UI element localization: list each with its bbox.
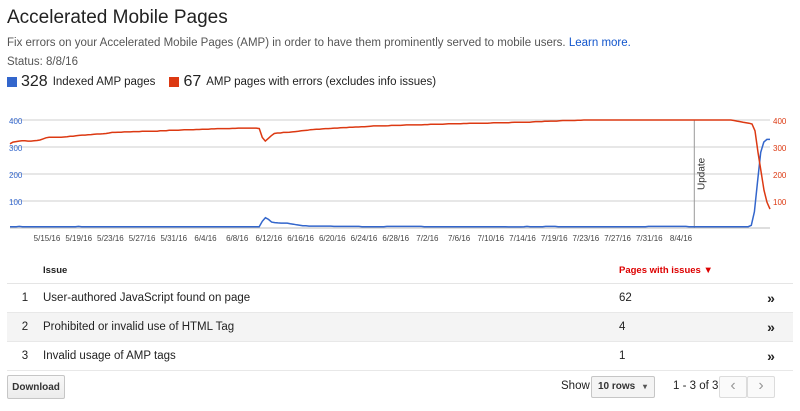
x-tick-label: 6/24/16 xyxy=(351,234,378,243)
x-tick-label: 7/23/16 xyxy=(573,234,600,243)
x-tick-label: 5/15/16 xyxy=(34,234,61,243)
row-issue[interactable]: User-authored JavaScript found on page xyxy=(43,283,619,313)
page-title: Accelerated Mobile Pages xyxy=(7,7,228,28)
y-tick-left: 400 xyxy=(9,117,23,126)
chart-legend: 328 Indexed AMP pages 67 AMP pages with … xyxy=(7,72,450,92)
x-tick-label: 7/6/16 xyxy=(448,234,471,243)
row-index: 2 xyxy=(7,312,43,342)
row-count: 62 xyxy=(619,283,749,313)
x-tick-label: 7/14/16 xyxy=(509,234,536,243)
x-tick-label: 5/23/16 xyxy=(97,234,124,243)
y-tick-right: 300 xyxy=(773,144,787,153)
learn-more-link[interactable]: Learn more. xyxy=(568,37,631,49)
chevron-left-icon[interactable]: ‹ xyxy=(719,376,747,398)
x-tick-label: 7/19/16 xyxy=(541,234,568,243)
x-tick-label: 7/31/16 xyxy=(636,234,663,243)
legend-errors[interactable]: 67 AMP pages with errors (excludes info … xyxy=(169,73,436,91)
x-tick-label: 6/16/16 xyxy=(287,234,314,243)
y-tick-right: 200 xyxy=(773,171,787,180)
download-button[interactable]: Download xyxy=(7,375,65,399)
x-tick-label: 6/20/16 xyxy=(319,234,346,243)
series-line xyxy=(9,119,771,210)
x-tick-label: 5/31/16 xyxy=(160,234,187,243)
rows-select-value: 10 rows xyxy=(598,381,636,392)
header-issue[interactable]: Issue xyxy=(43,258,619,284)
indexed-label: Indexed AMP pages xyxy=(52,76,156,88)
x-tick-label: 6/12/16 xyxy=(256,234,283,243)
y-tick-left: 300 xyxy=(9,144,23,153)
header-action xyxy=(749,258,793,284)
y-tick-left: 200 xyxy=(9,171,23,180)
header-pages[interactable]: Pages with issues ▼ xyxy=(619,258,749,284)
table-row[interactable]: 1 User-authored JavaScript found on page… xyxy=(7,283,793,313)
pagination-info: 1 - 3 of 3 xyxy=(673,380,719,392)
row-count: 1 xyxy=(619,341,749,371)
row-index: 3 xyxy=(7,341,43,371)
y-tick-right: 400 xyxy=(773,117,787,126)
errors-label: AMP pages with errors (excludes info iss… xyxy=(206,76,437,88)
page-description: Fix errors on your Accelerated Mobile Pa… xyxy=(7,37,631,49)
table-header-row: Issue Pages with issues ▼ xyxy=(7,258,793,284)
caret-down-icon: ▾ xyxy=(642,382,647,391)
chevron-right-icon[interactable]: › xyxy=(747,376,775,398)
series-line xyxy=(10,138,770,228)
indexed-count: 328 xyxy=(21,73,48,90)
table-row[interactable]: 2 Prohibited or invalid use of HTML Tag … xyxy=(7,312,793,342)
legend-swatch-red xyxy=(169,77,180,87)
header-index xyxy=(7,258,43,284)
x-tick-label: 6/28/16 xyxy=(382,234,409,243)
row-issue[interactable]: Prohibited or invalid use of HTML Tag xyxy=(43,312,619,342)
y-tick-left: 100 xyxy=(9,198,23,207)
annotation-label: Update xyxy=(696,157,707,190)
x-tick-label: 7/10/16 xyxy=(477,234,504,243)
errors-count: 67 xyxy=(183,73,202,90)
x-tick-label: 6/4/16 xyxy=(194,234,217,243)
x-tick-label: 5/27/16 xyxy=(129,234,156,243)
rows-per-page-select[interactable]: 10 rows ▾ xyxy=(591,376,655,398)
x-tick-label: 5/19/16 xyxy=(65,234,92,243)
issues-table: Issue Pages with issues ▼ 1 User-authore… xyxy=(7,258,793,371)
table-row[interactable]: 3 Invalid usage of AMP tags 1 » xyxy=(7,341,793,371)
legend-swatch-blue xyxy=(7,77,17,87)
legend-indexed[interactable]: 328 Indexed AMP pages xyxy=(7,73,155,91)
row-index: 1 xyxy=(7,283,43,313)
row-details-icon[interactable]: » xyxy=(749,312,793,342)
x-tick-label: 7/27/16 xyxy=(604,234,631,243)
x-tick-label: 8/4/16 xyxy=(670,234,693,243)
amp-chart: 400 400 300 300 200 200 100 100 5/15/16 5/19/16 5/… xyxy=(9,117,787,243)
row-details-icon[interactable]: » xyxy=(749,283,793,313)
header-pages-label: Pages with issues xyxy=(619,264,701,276)
sort-desc-icon: ▼ xyxy=(703,264,713,276)
row-count: 4 xyxy=(619,312,749,342)
y-tick-right: 100 xyxy=(773,198,787,207)
status-date: Status: 8/8/16 xyxy=(7,56,78,68)
description-text: Fix errors on your Accelerated Mobile Pa… xyxy=(7,37,566,49)
row-details-icon[interactable]: » xyxy=(749,341,793,371)
show-label: Show xyxy=(561,380,590,392)
row-issue[interactable]: Invalid usage of AMP tags xyxy=(43,341,619,371)
x-tick-label: 6/8/16 xyxy=(226,234,249,243)
x-tick-label: 7/2/16 xyxy=(416,234,439,243)
